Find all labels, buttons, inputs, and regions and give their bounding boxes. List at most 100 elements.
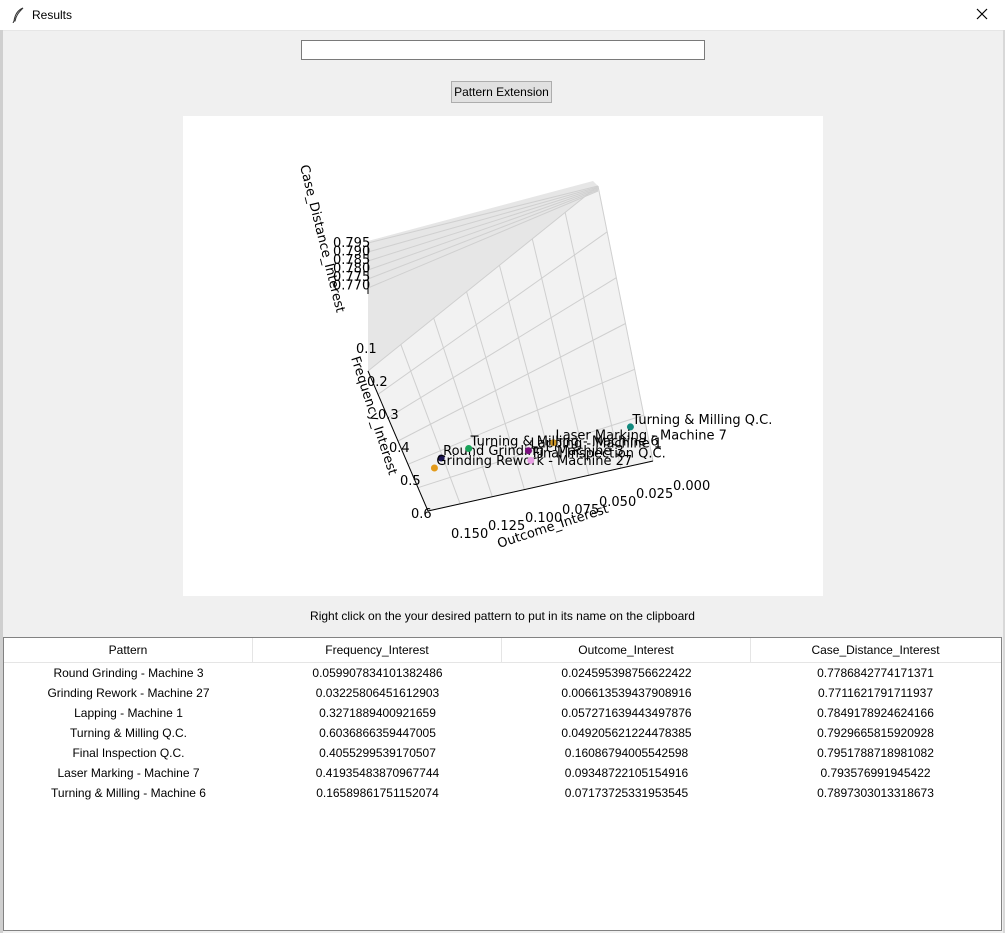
table-row[interactable]: Turning & Milling - Machine 6 0.16589861… xyxy=(4,783,1001,803)
data-point-label: Turning & Milling - Machine 6 xyxy=(470,434,659,449)
column-header-case-distance[interactable]: Case_Distance_Interest xyxy=(811,643,940,657)
data-point-label: Laser Marking - Machine 7 xyxy=(555,429,726,444)
gridline xyxy=(407,368,635,465)
cell-case-distance: 0.7711621791711937 xyxy=(817,686,933,700)
scatter-3d-chart[interactable]: 0.795 0.790 0.785 0.780 0.775 0.770 0.1 0.2 0.3 0… xyxy=(183,116,823,596)
data-point xyxy=(626,423,634,431)
clipboard-hint: Right click on the your desired pattern … xyxy=(310,609,695,623)
table-row[interactable]: Lapping - Machine 1 0.3271889400921659 0… xyxy=(4,703,1001,723)
gridline xyxy=(597,185,654,462)
column-header-pattern[interactable]: Pattern xyxy=(4,638,253,662)
cell-frequency: 0.16589861751152074 xyxy=(316,786,439,800)
x-tick-label: 0.050 xyxy=(599,495,636,510)
x-tick-label: 0.125 xyxy=(488,519,525,534)
gridline xyxy=(433,317,493,497)
cell-frequency: 0.4055299539170507 xyxy=(319,746,436,760)
data-point xyxy=(430,464,438,472)
y-tick-label: 0.6 xyxy=(411,507,432,522)
z-tick-label: 0.775 xyxy=(333,270,370,285)
gridline xyxy=(367,186,599,253)
cell-case-distance: 0.7897303013318673 xyxy=(817,786,934,800)
cell-frequency: 0.6036866359447005 xyxy=(319,726,436,740)
gridline xyxy=(531,238,590,476)
data-point-label: Round Grinding - Machine 3 xyxy=(443,444,624,459)
cell-case-distance: 0.7951788718981082 xyxy=(817,746,934,760)
table-row[interactable]: Laser Marking - Machine 7 0.419354838709… xyxy=(4,763,1001,783)
y-tick-label: 0.4 xyxy=(389,441,410,456)
data-point xyxy=(437,454,445,462)
gridline xyxy=(367,185,599,244)
cell-outcome: 0.057271639443497876 xyxy=(561,706,692,720)
table-row[interactable]: Grinding Rework - Machine 27 0.032258064… xyxy=(4,683,1001,703)
cell-case-distance: 0.7849178924624166 xyxy=(817,706,934,720)
data-point-label: Lapping - Machine 1 xyxy=(530,437,662,452)
window-border-left xyxy=(0,30,3,933)
cell-case-distance: 0.793576991945422 xyxy=(820,766,931,780)
gridline xyxy=(377,231,608,395)
cell-outcome: 0.006613539437908916 xyxy=(561,686,692,700)
y-tick-label: 0.1 xyxy=(356,342,377,357)
table-row[interactable]: Round Grinding - Machine 3 0.05990783410… xyxy=(4,663,1001,683)
x-tick-label: 0.075 xyxy=(562,503,599,518)
feather-icon xyxy=(12,7,26,24)
z-tick-label: 0.780 xyxy=(333,262,370,277)
cell-outcome: 0.09348722105154916 xyxy=(564,766,689,780)
data-point xyxy=(549,439,557,447)
x-tick-label: 0.000 xyxy=(673,479,710,494)
cell-pattern: Round Grinding - Machine 3 xyxy=(53,666,204,680)
close-icon xyxy=(976,8,988,23)
x-tick-label: 0.150 xyxy=(451,527,488,542)
cell-outcome: 0.024595398756622422 xyxy=(561,666,692,680)
cell-pattern: Grinding Rework - Machine 27 xyxy=(47,686,210,700)
frequency-axis-line xyxy=(367,370,429,512)
y-tick-label: 0.2 xyxy=(367,375,388,390)
z-tick-label: 0.785 xyxy=(333,253,370,268)
cell-frequency: 0.03225806451612903 xyxy=(315,686,440,700)
table-header: Pattern Frequency_Interest Outcome_Inter… xyxy=(4,638,1001,663)
cell-pattern: Final Inspection Q.C. xyxy=(72,746,185,760)
gridline xyxy=(498,265,558,483)
gridline xyxy=(367,188,599,271)
z-tick-label: 0.790 xyxy=(333,245,370,260)
gridline xyxy=(397,323,626,442)
gridline xyxy=(367,185,599,372)
pattern-search-input[interactable] xyxy=(301,40,705,60)
x-tick-label: 0.100 xyxy=(525,511,562,526)
gridline xyxy=(367,187,599,262)
cell-case-distance: 0.7929665815920928 xyxy=(817,726,934,740)
cell-pattern: Turning & Milling Q.C. xyxy=(70,726,187,740)
y-tick-label: 0.5 xyxy=(400,474,421,489)
outcome-axis-line xyxy=(427,460,654,512)
pattern-extension-button[interactable]: Pattern Extension xyxy=(451,81,552,103)
z-tick-label: 0.795 xyxy=(333,236,370,251)
gridline xyxy=(367,189,599,280)
cell-frequency: 0.3271889400921659 xyxy=(319,706,436,720)
cell-pattern: Laser Marking - Machine 7 xyxy=(57,766,200,780)
cell-frequency: 0.41935483870967744 xyxy=(315,766,440,780)
gridline xyxy=(466,291,525,490)
table-row[interactable]: Final Inspection Q.C. 0.4055299539170507… xyxy=(4,743,1001,763)
column-header-outcome[interactable]: Outcome_Interest xyxy=(502,638,751,662)
z-tick-label: 0.770 xyxy=(333,279,370,294)
cell-frequency: 0.059907834101382486 xyxy=(312,666,443,680)
data-point xyxy=(524,447,532,455)
data-point-label: Final Inspection Q.C. xyxy=(533,446,666,461)
cell-pattern: Lapping - Machine 1 xyxy=(74,706,183,720)
column-header-frequency[interactable]: Frequency_Interest xyxy=(253,638,502,662)
table-row[interactable]: Turning & Milling Q.C. 0.603686635944700… xyxy=(4,723,1001,743)
data-point xyxy=(527,456,535,464)
gridline xyxy=(367,190,599,289)
results-table[interactable]: Pattern Frequency_Interest Outcome_Inter… xyxy=(3,637,1002,931)
data-point-label: Grinding Rework - Machine 27 xyxy=(436,454,632,469)
cell-case-distance: 0.7786842774171371 xyxy=(817,666,934,680)
cell-outcome: 0.16086794005542598 xyxy=(564,746,689,760)
x-tick-label: 0.025 xyxy=(636,487,673,502)
gridline xyxy=(387,277,617,419)
cell-outcome: 0.04920562122447838​5 xyxy=(561,726,692,740)
floor-pane xyxy=(368,186,653,511)
title-bar: Results xyxy=(0,0,1005,31)
close-button[interactable] xyxy=(959,0,1005,30)
gridline xyxy=(400,344,461,505)
cell-pattern: Turning & Milling - Machine 6 xyxy=(51,786,206,800)
